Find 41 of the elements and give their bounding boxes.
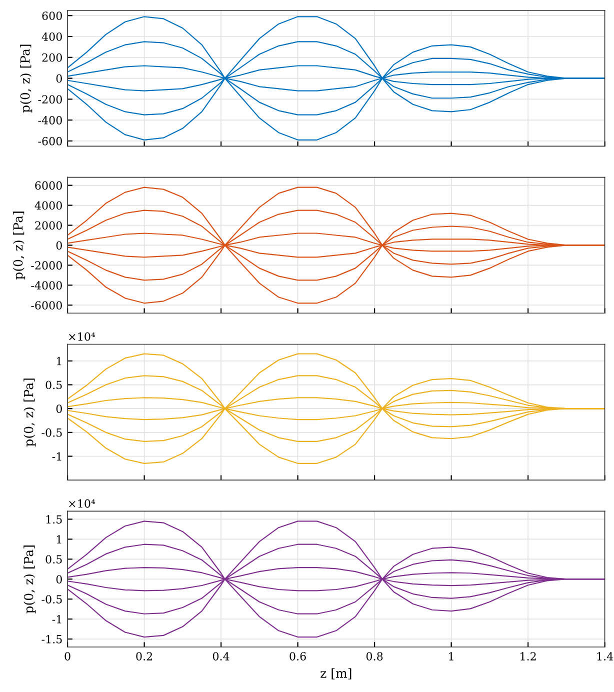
y-axis-title: p(0, z) [Pa] [12,212,26,280]
y-tick-label: 1 [56,356,62,366]
x-tick-label: 0.6 [290,652,306,660]
x-axis-title: z [m] [320,668,352,680]
y-tick-label: 1.5 [46,515,62,524]
y-tick-label: -1.5 [42,635,62,644]
text: ×10⁴ [69,332,96,341]
y-tick-label: 0 [56,575,62,584]
y-tick-label: 1 [56,535,62,544]
y-tick-label: -0.5 [42,428,62,437]
text: ×10⁴ [69,499,96,508]
y-axis-title: p(0, z) [Pa] [24,378,36,446]
x-tick-label: 1.2 [520,652,536,660]
y-tick-label: 4000 [34,201,62,210]
y-tick-label: 600 [42,12,62,20]
y-tick-label: 0.5 [46,555,62,564]
y-tick-label: 2000 [35,221,62,230]
y-axis-title: p(0, z) [Pa] [24,546,36,614]
y-tick-label: 6000 [35,181,62,190]
y-axis-title: p(0, z) [Pa] [20,44,32,113]
x-tick-label: 1 [449,652,454,660]
y-tick-label: -4000 [31,281,62,290]
x-tick-label: 0 [64,652,70,660]
x-tick-label: 0.2 [136,652,152,660]
y-tick-label: 0.5 [46,380,62,390]
y-tick-label: -600 [38,136,62,146]
y-tick-label: -0.5 [42,595,62,604]
y-tick-label: -2000 [31,261,62,270]
x-tick-label: 1.4 [597,652,614,660]
x-tick-label: 0.8 [366,652,383,660]
y-tick-label: -1 [52,452,62,460]
y-tick-label: -400 [38,116,62,124]
y-tick-label: 0 [56,241,62,250]
y-tick-label: 0 [56,74,62,83]
y-tick-label: 0 [56,404,62,413]
y-tick-label: -1 [52,615,62,624]
y-tick-label: -6000 [31,301,62,310]
x-tick-label: 0.4 [212,652,230,660]
y-tick-label: 200 [42,53,62,62]
y-tick-label: 400 [42,32,62,41]
y-tick-label: -200 [38,95,62,104]
